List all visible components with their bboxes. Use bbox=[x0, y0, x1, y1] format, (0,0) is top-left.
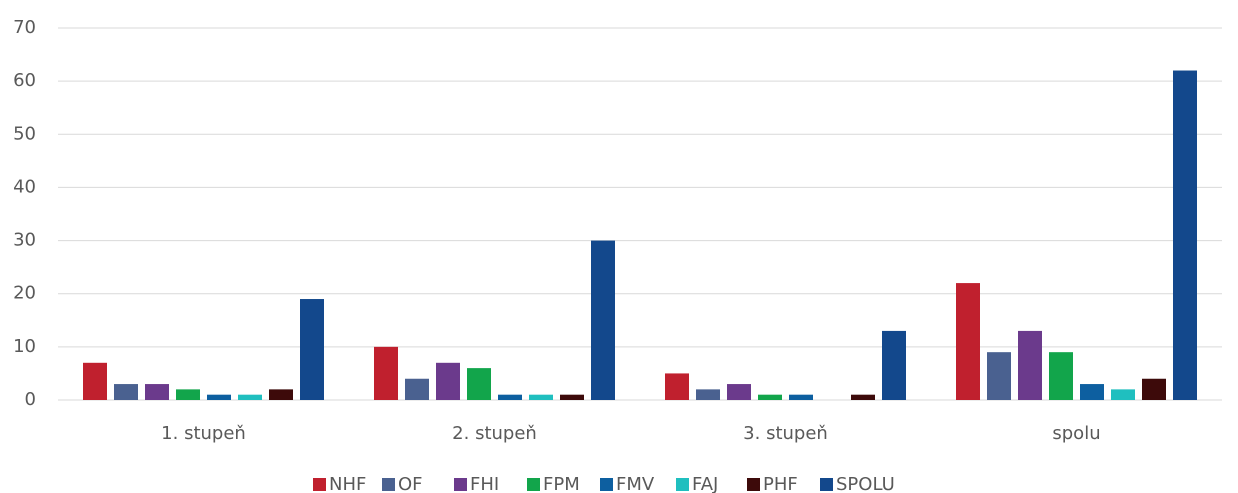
bar bbox=[207, 394, 231, 400]
legend-label: SPOLU bbox=[836, 474, 895, 493]
legend-swatch bbox=[676, 478, 689, 491]
x-tick-label: 3. stupeň bbox=[743, 423, 828, 444]
bar bbox=[1049, 352, 1073, 400]
legend-swatch bbox=[454, 478, 467, 491]
x-tick-label: 2. stupeň bbox=[452, 423, 537, 444]
legend-swatch bbox=[600, 478, 613, 491]
bar bbox=[956, 283, 980, 400]
bar bbox=[851, 394, 875, 400]
bar bbox=[238, 394, 262, 400]
bar bbox=[374, 346, 398, 400]
bar bbox=[176, 389, 200, 400]
y-tick-label: 70 bbox=[13, 17, 36, 38]
bar bbox=[1018, 330, 1042, 400]
legend-label: OF bbox=[398, 474, 423, 493]
y-tick-label: 10 bbox=[13, 336, 36, 357]
legend-label: FHI bbox=[470, 474, 499, 493]
legend-label: PHF bbox=[763, 474, 798, 493]
bar bbox=[665, 373, 689, 400]
legend-swatch bbox=[747, 478, 760, 491]
bar bbox=[300, 299, 324, 400]
y-tick-label: 30 bbox=[13, 230, 36, 251]
bar bbox=[114, 384, 138, 400]
bar bbox=[882, 330, 906, 400]
bar bbox=[591, 240, 615, 400]
y-tick-label: 20 bbox=[13, 283, 36, 304]
bar bbox=[987, 352, 1011, 400]
bar bbox=[498, 394, 522, 400]
bar bbox=[467, 368, 491, 400]
bar bbox=[789, 394, 813, 400]
legend-label: FPM bbox=[543, 474, 580, 493]
bar bbox=[1111, 389, 1135, 400]
y-tick-label: 0 bbox=[25, 389, 36, 410]
bar bbox=[727, 384, 751, 400]
bar bbox=[269, 389, 293, 400]
x-tick-label: spolu bbox=[1052, 423, 1100, 444]
bar bbox=[529, 394, 553, 400]
bar bbox=[1142, 378, 1166, 400]
bar bbox=[405, 378, 429, 400]
bar bbox=[1173, 70, 1197, 400]
legend-swatch bbox=[382, 478, 395, 491]
y-tick-label: 50 bbox=[13, 123, 36, 144]
bar bbox=[83, 362, 107, 400]
bar bbox=[758, 394, 782, 400]
legend-label: NHF bbox=[329, 474, 366, 493]
legend-swatch bbox=[820, 478, 833, 491]
legend-label: FMV bbox=[616, 474, 655, 493]
x-tick-label: 1. stupeň bbox=[161, 423, 246, 444]
y-tick-label: 60 bbox=[13, 70, 36, 91]
bar bbox=[696, 389, 720, 400]
bar bbox=[560, 394, 584, 400]
legend-swatch bbox=[527, 478, 540, 491]
bar bbox=[145, 384, 169, 400]
legend-label: FAJ bbox=[692, 474, 718, 493]
legend-swatch bbox=[313, 478, 326, 491]
bar bbox=[436, 362, 460, 400]
bar bbox=[1080, 384, 1104, 400]
y-tick-label: 40 bbox=[13, 176, 36, 197]
